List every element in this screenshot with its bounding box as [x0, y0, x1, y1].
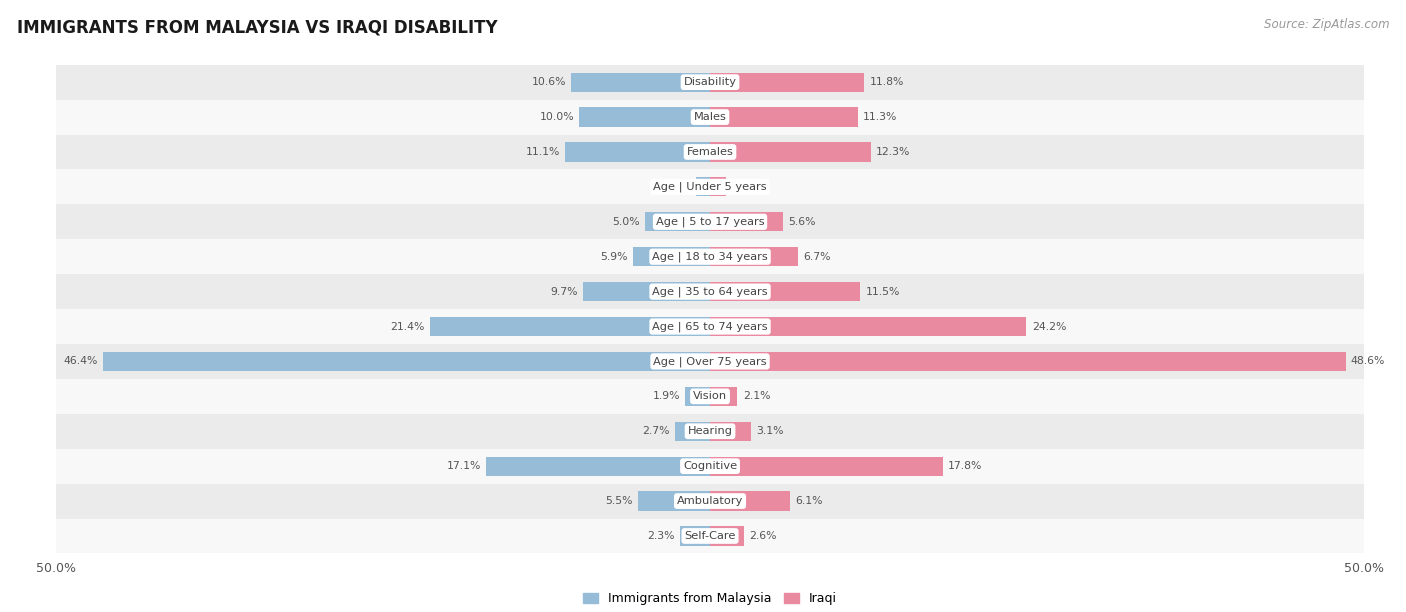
Bar — [710, 387, 738, 406]
Text: Self-Care: Self-Care — [685, 531, 735, 541]
Text: 2.1%: 2.1% — [742, 391, 770, 401]
Bar — [56, 483, 1364, 518]
Bar — [710, 143, 870, 162]
Bar — [56, 65, 1364, 100]
Text: 9.7%: 9.7% — [551, 286, 578, 297]
Bar — [710, 108, 858, 127]
Text: Age | 18 to 34 years: Age | 18 to 34 years — [652, 252, 768, 262]
Bar — [710, 212, 783, 231]
Text: Females: Females — [686, 147, 734, 157]
Text: 5.9%: 5.9% — [600, 252, 627, 262]
Bar — [710, 177, 725, 196]
Legend: Immigrants from Malaysia, Iraqi: Immigrants from Malaysia, Iraqi — [578, 587, 842, 610]
Bar — [710, 457, 943, 476]
Text: 2.6%: 2.6% — [749, 531, 776, 541]
Text: 24.2%: 24.2% — [1032, 321, 1066, 332]
Text: 11.1%: 11.1% — [526, 147, 560, 157]
Text: 6.1%: 6.1% — [794, 496, 823, 506]
Bar — [56, 449, 1364, 483]
Bar — [56, 170, 1364, 204]
Text: 11.5%: 11.5% — [866, 286, 900, 297]
Text: 46.4%: 46.4% — [63, 356, 98, 367]
Text: Males: Males — [693, 112, 727, 122]
Bar — [56, 379, 1364, 414]
Text: 17.1%: 17.1% — [447, 461, 481, 471]
Text: 5.6%: 5.6% — [789, 217, 815, 227]
Bar — [710, 422, 751, 441]
Text: IMMIGRANTS FROM MALAYSIA VS IRAQI DISABILITY: IMMIGRANTS FROM MALAYSIA VS IRAQI DISABI… — [17, 18, 498, 36]
Bar — [710, 73, 865, 92]
Bar — [579, 108, 710, 127]
Bar — [696, 177, 710, 196]
Bar — [56, 414, 1364, 449]
Bar — [56, 309, 1364, 344]
Text: Hearing: Hearing — [688, 426, 733, 436]
Bar — [486, 457, 710, 476]
Text: Age | 65 to 74 years: Age | 65 to 74 years — [652, 321, 768, 332]
Bar — [565, 143, 710, 162]
Text: 5.5%: 5.5% — [606, 496, 633, 506]
Text: 2.7%: 2.7% — [643, 426, 669, 436]
Text: Age | Over 75 years: Age | Over 75 years — [654, 356, 766, 367]
Text: 10.0%: 10.0% — [540, 112, 574, 122]
Bar — [56, 204, 1364, 239]
Bar — [56, 344, 1364, 379]
Bar — [583, 282, 710, 301]
Bar — [638, 491, 710, 510]
Bar — [681, 526, 710, 545]
Text: 1.1%: 1.1% — [662, 182, 690, 192]
Text: 2.3%: 2.3% — [647, 531, 675, 541]
Text: 21.4%: 21.4% — [391, 321, 425, 332]
Bar — [103, 352, 710, 371]
Text: Vision: Vision — [693, 391, 727, 401]
Text: 3.1%: 3.1% — [756, 426, 783, 436]
Bar — [710, 491, 790, 510]
Bar — [430, 317, 710, 336]
Text: 5.0%: 5.0% — [612, 217, 640, 227]
Text: Age | 5 to 17 years: Age | 5 to 17 years — [655, 217, 765, 227]
Bar — [710, 526, 744, 545]
Text: 1.9%: 1.9% — [652, 391, 681, 401]
Bar — [685, 387, 710, 406]
Text: Disability: Disability — [683, 77, 737, 87]
Bar — [710, 317, 1026, 336]
Text: 6.7%: 6.7% — [803, 252, 831, 262]
Bar — [56, 274, 1364, 309]
Text: 17.8%: 17.8% — [948, 461, 983, 471]
Text: Source: ZipAtlas.com: Source: ZipAtlas.com — [1264, 18, 1389, 31]
Text: 10.6%: 10.6% — [531, 77, 567, 87]
Text: Cognitive: Cognitive — [683, 461, 737, 471]
Bar — [56, 239, 1364, 274]
Bar — [675, 422, 710, 441]
Bar — [571, 73, 710, 92]
Text: 11.3%: 11.3% — [863, 112, 897, 122]
Bar — [644, 212, 710, 231]
Bar — [56, 100, 1364, 135]
Bar — [56, 518, 1364, 553]
Bar — [56, 135, 1364, 170]
Text: Age | 35 to 64 years: Age | 35 to 64 years — [652, 286, 768, 297]
Text: 48.6%: 48.6% — [1351, 356, 1385, 367]
Text: Ambulatory: Ambulatory — [676, 496, 744, 506]
Bar — [633, 247, 710, 266]
Bar — [710, 352, 1346, 371]
Bar — [710, 247, 797, 266]
Text: 1.2%: 1.2% — [731, 182, 758, 192]
Text: Age | Under 5 years: Age | Under 5 years — [654, 182, 766, 192]
Bar — [710, 282, 860, 301]
Text: 11.8%: 11.8% — [869, 77, 904, 87]
Text: 12.3%: 12.3% — [876, 147, 911, 157]
